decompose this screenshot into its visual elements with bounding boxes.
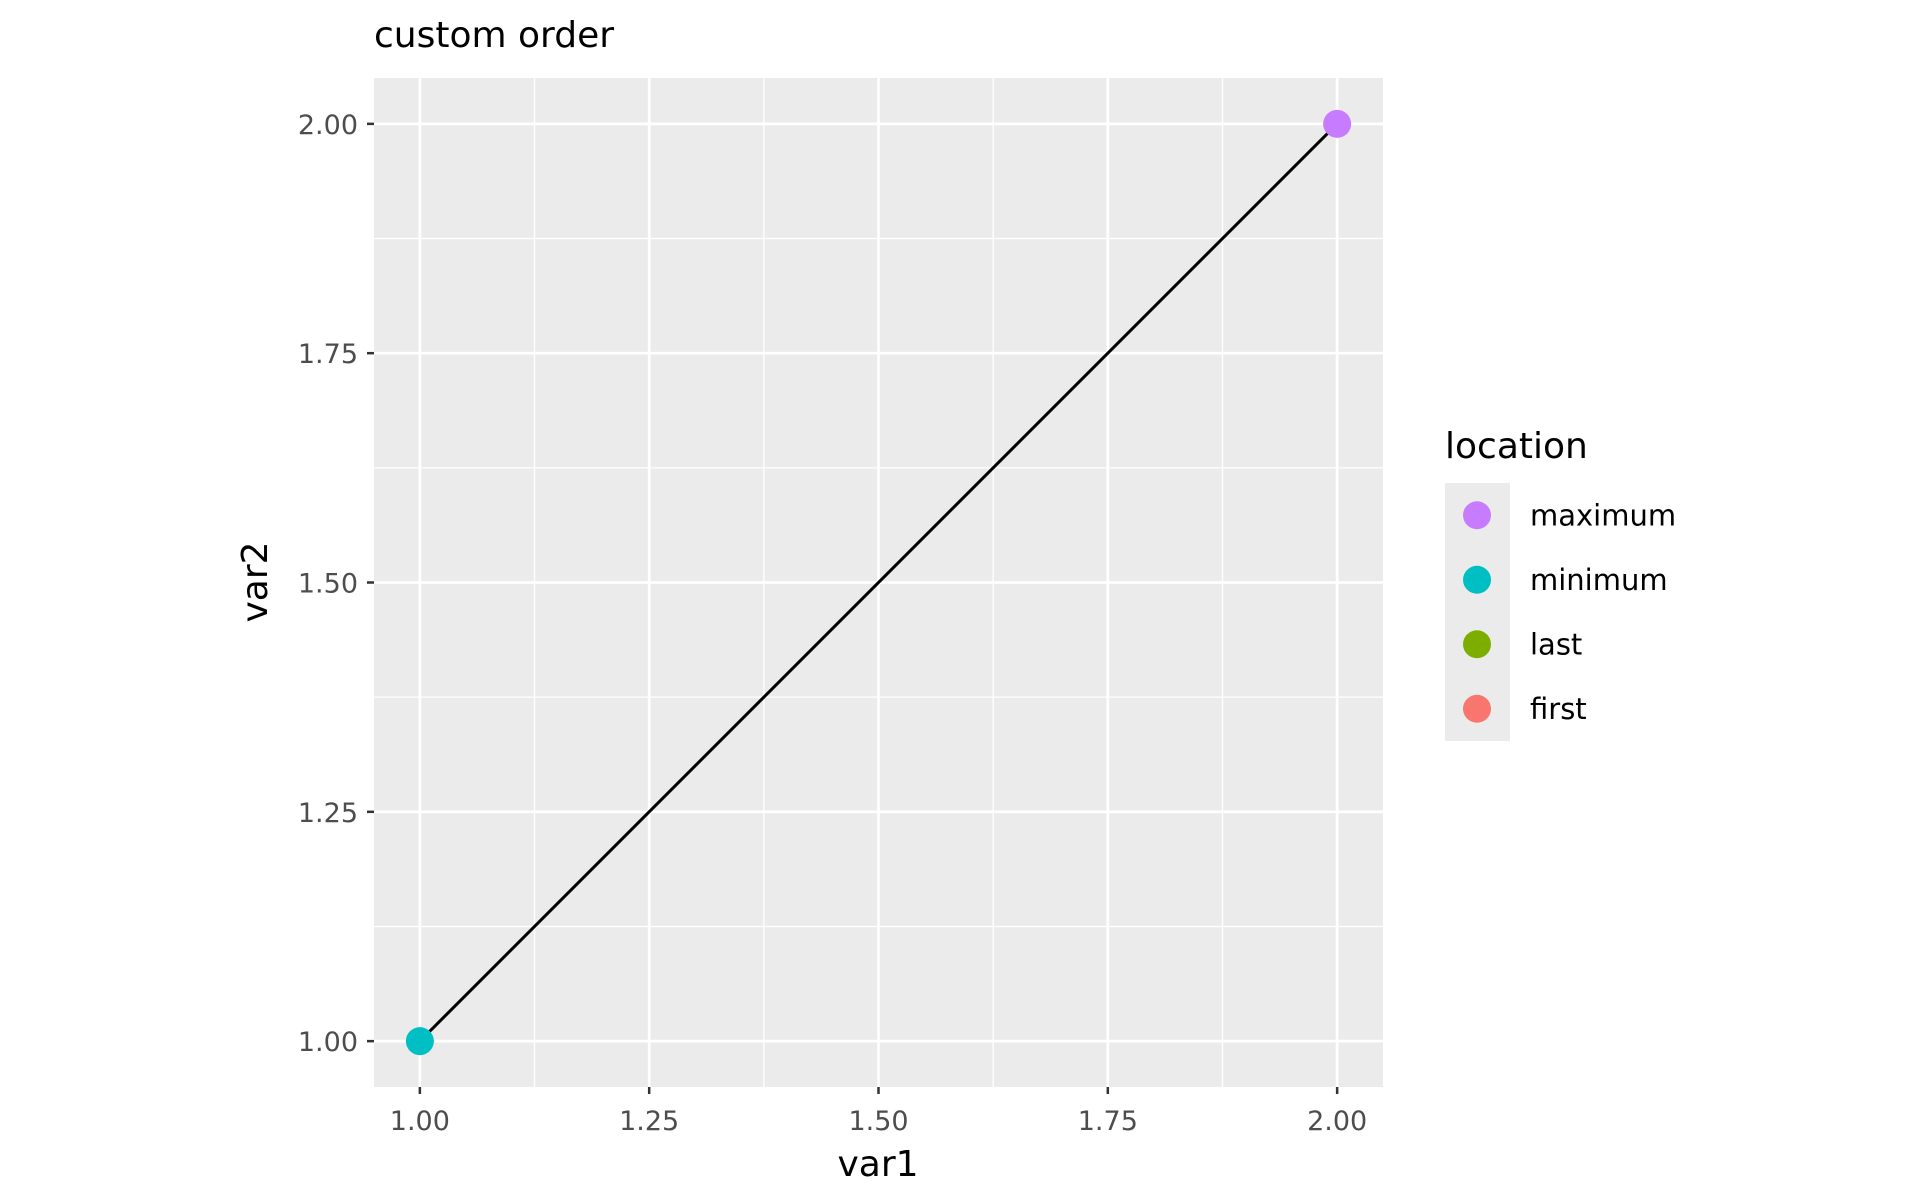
- x-tick-label: 2.00: [1307, 1106, 1367, 1137]
- x-axis-title: var1: [837, 1144, 918, 1185]
- data-point-maximum: [1323, 109, 1352, 138]
- y-axis-title: var2: [235, 541, 276, 622]
- legend-key-maximum: [1463, 501, 1491, 530]
- legend-key-first: [1463, 694, 1491, 723]
- legend-label-minimum: minimum: [1530, 563, 1668, 597]
- legend-entries: maximum minimum last first: [1463, 498, 1676, 726]
- x-tick-label: 1.25: [619, 1106, 679, 1137]
- legend-label-last: last: [1530, 627, 1582, 661]
- legend-title: location: [1445, 426, 1588, 467]
- y-axis-ticks: 1.00 1.25 1.50 1.75 2.00: [298, 110, 374, 1058]
- y-tick-label: 1.00: [298, 1027, 358, 1058]
- y-tick-label: 1.25: [298, 798, 358, 829]
- y-tick-label: 2.00: [298, 110, 358, 141]
- series-line-path: [418, 122, 1339, 1043]
- legend-key-minimum: [1463, 565, 1491, 594]
- x-tick-label: 1.50: [848, 1106, 908, 1137]
- legend: location maximum minimum last first: [1445, 426, 1676, 741]
- x-tick-label: 1.75: [1078, 1106, 1138, 1137]
- data-points: [405, 109, 1352, 1056]
- legend-label-first: first: [1530, 692, 1587, 726]
- x-tick-label: 1.00: [390, 1106, 450, 1137]
- legend-key-last: [1463, 630, 1491, 659]
- y-tick-label: 1.75: [298, 339, 358, 370]
- chart-title: custom order: [374, 15, 614, 56]
- series-line: [418, 122, 1339, 1043]
- data-point-minimum: [405, 1027, 434, 1056]
- x-axis-ticks: 1.00 1.25 1.50 1.75 2.00: [390, 1087, 1367, 1137]
- y-tick-label: 1.50: [298, 569, 358, 600]
- legend-label-maximum: maximum: [1530, 498, 1676, 532]
